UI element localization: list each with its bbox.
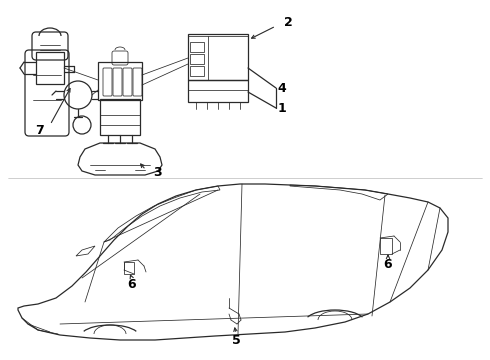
Text: 2: 2	[284, 15, 293, 28]
Text: 4: 4	[278, 81, 286, 94]
Text: 6: 6	[128, 279, 136, 292]
Text: 6: 6	[384, 258, 392, 271]
Text: 1: 1	[278, 102, 286, 114]
Text: 3: 3	[154, 166, 162, 179]
Text: 5: 5	[232, 333, 241, 346]
Text: 7: 7	[36, 123, 45, 136]
